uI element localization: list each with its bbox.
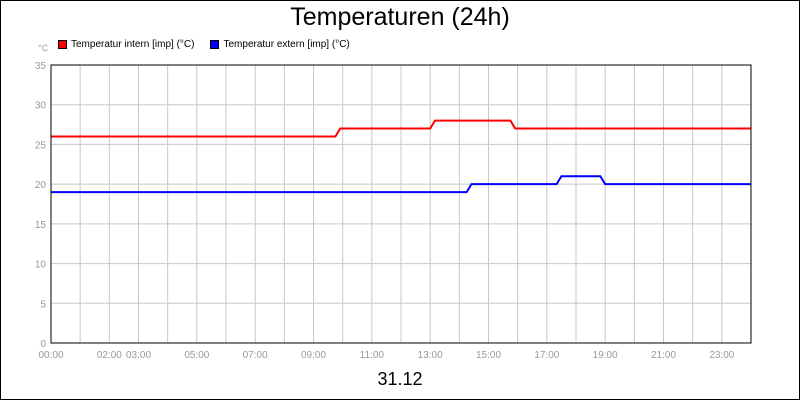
series-line-0 <box>51 119 751 138</box>
x-tick-label: 13:00 <box>418 350 443 361</box>
x-tick-label: 11:00 <box>360 350 385 361</box>
y-tick-label: 5 <box>40 299 46 310</box>
series-line-1 <box>51 175 751 194</box>
x-axis-date-label: 31.12 <box>377 369 423 389</box>
legend-swatch-intern <box>58 40 67 49</box>
x-tick-label: 15:00 <box>476 350 501 361</box>
y-tick-label: 20 <box>35 180 47 191</box>
x-tick-label: 23:00 <box>709 350 734 361</box>
y-tick-label: 15 <box>35 220 47 231</box>
x-tick-label: 17:00 <box>534 350 559 361</box>
y-tick-label: 35 <box>35 61 47 72</box>
y-tick-label: 25 <box>35 140 47 151</box>
plot-border <box>50 64 752 344</box>
y-tick-label: 30 <box>35 101 47 112</box>
legend-swatch-extern <box>210 40 220 49</box>
x-tick-label: 21:00 <box>651 350 676 361</box>
legend-label-intern: Temperatur intern [imp] (°C) <box>71 39 195 50</box>
x-tick-label: 05:00 <box>184 350 209 361</box>
y-tick-label: 10 <box>35 260 47 271</box>
chart-title: Temperaturen (24h) <box>290 3 510 31</box>
x-tick-label: 19:00 <box>593 350 618 361</box>
x-tick-label: 09:00 <box>301 350 326 361</box>
x-tick-label: 00:00 <box>38 350 63 361</box>
y-unit-label: °C <box>38 43 49 53</box>
legend-item-extern: Temperatur extern [imp] (°C) <box>210 39 350 50</box>
legend-item-intern: Temperatur intern [imp] (°C) <box>58 39 194 50</box>
x-tick-label: 07:00 <box>243 350 268 361</box>
y-tick-label: 0 <box>40 339 46 350</box>
legend: Temperatur intern [imp] (°C) Temperatur … <box>58 39 350 50</box>
x-tick-label: 03:00 <box>126 350 151 361</box>
x-tick-label: 02:00 <box>97 350 122 361</box>
legend-label-extern: Temperatur extern [imp] (°C) <box>223 39 350 50</box>
